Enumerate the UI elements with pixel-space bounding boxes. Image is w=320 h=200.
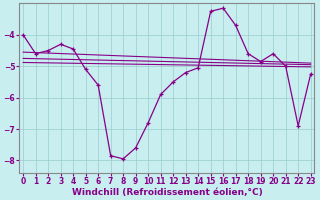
X-axis label: Windchill (Refroidissement éolien,°C): Windchill (Refroidissement éolien,°C): [72, 188, 262, 197]
